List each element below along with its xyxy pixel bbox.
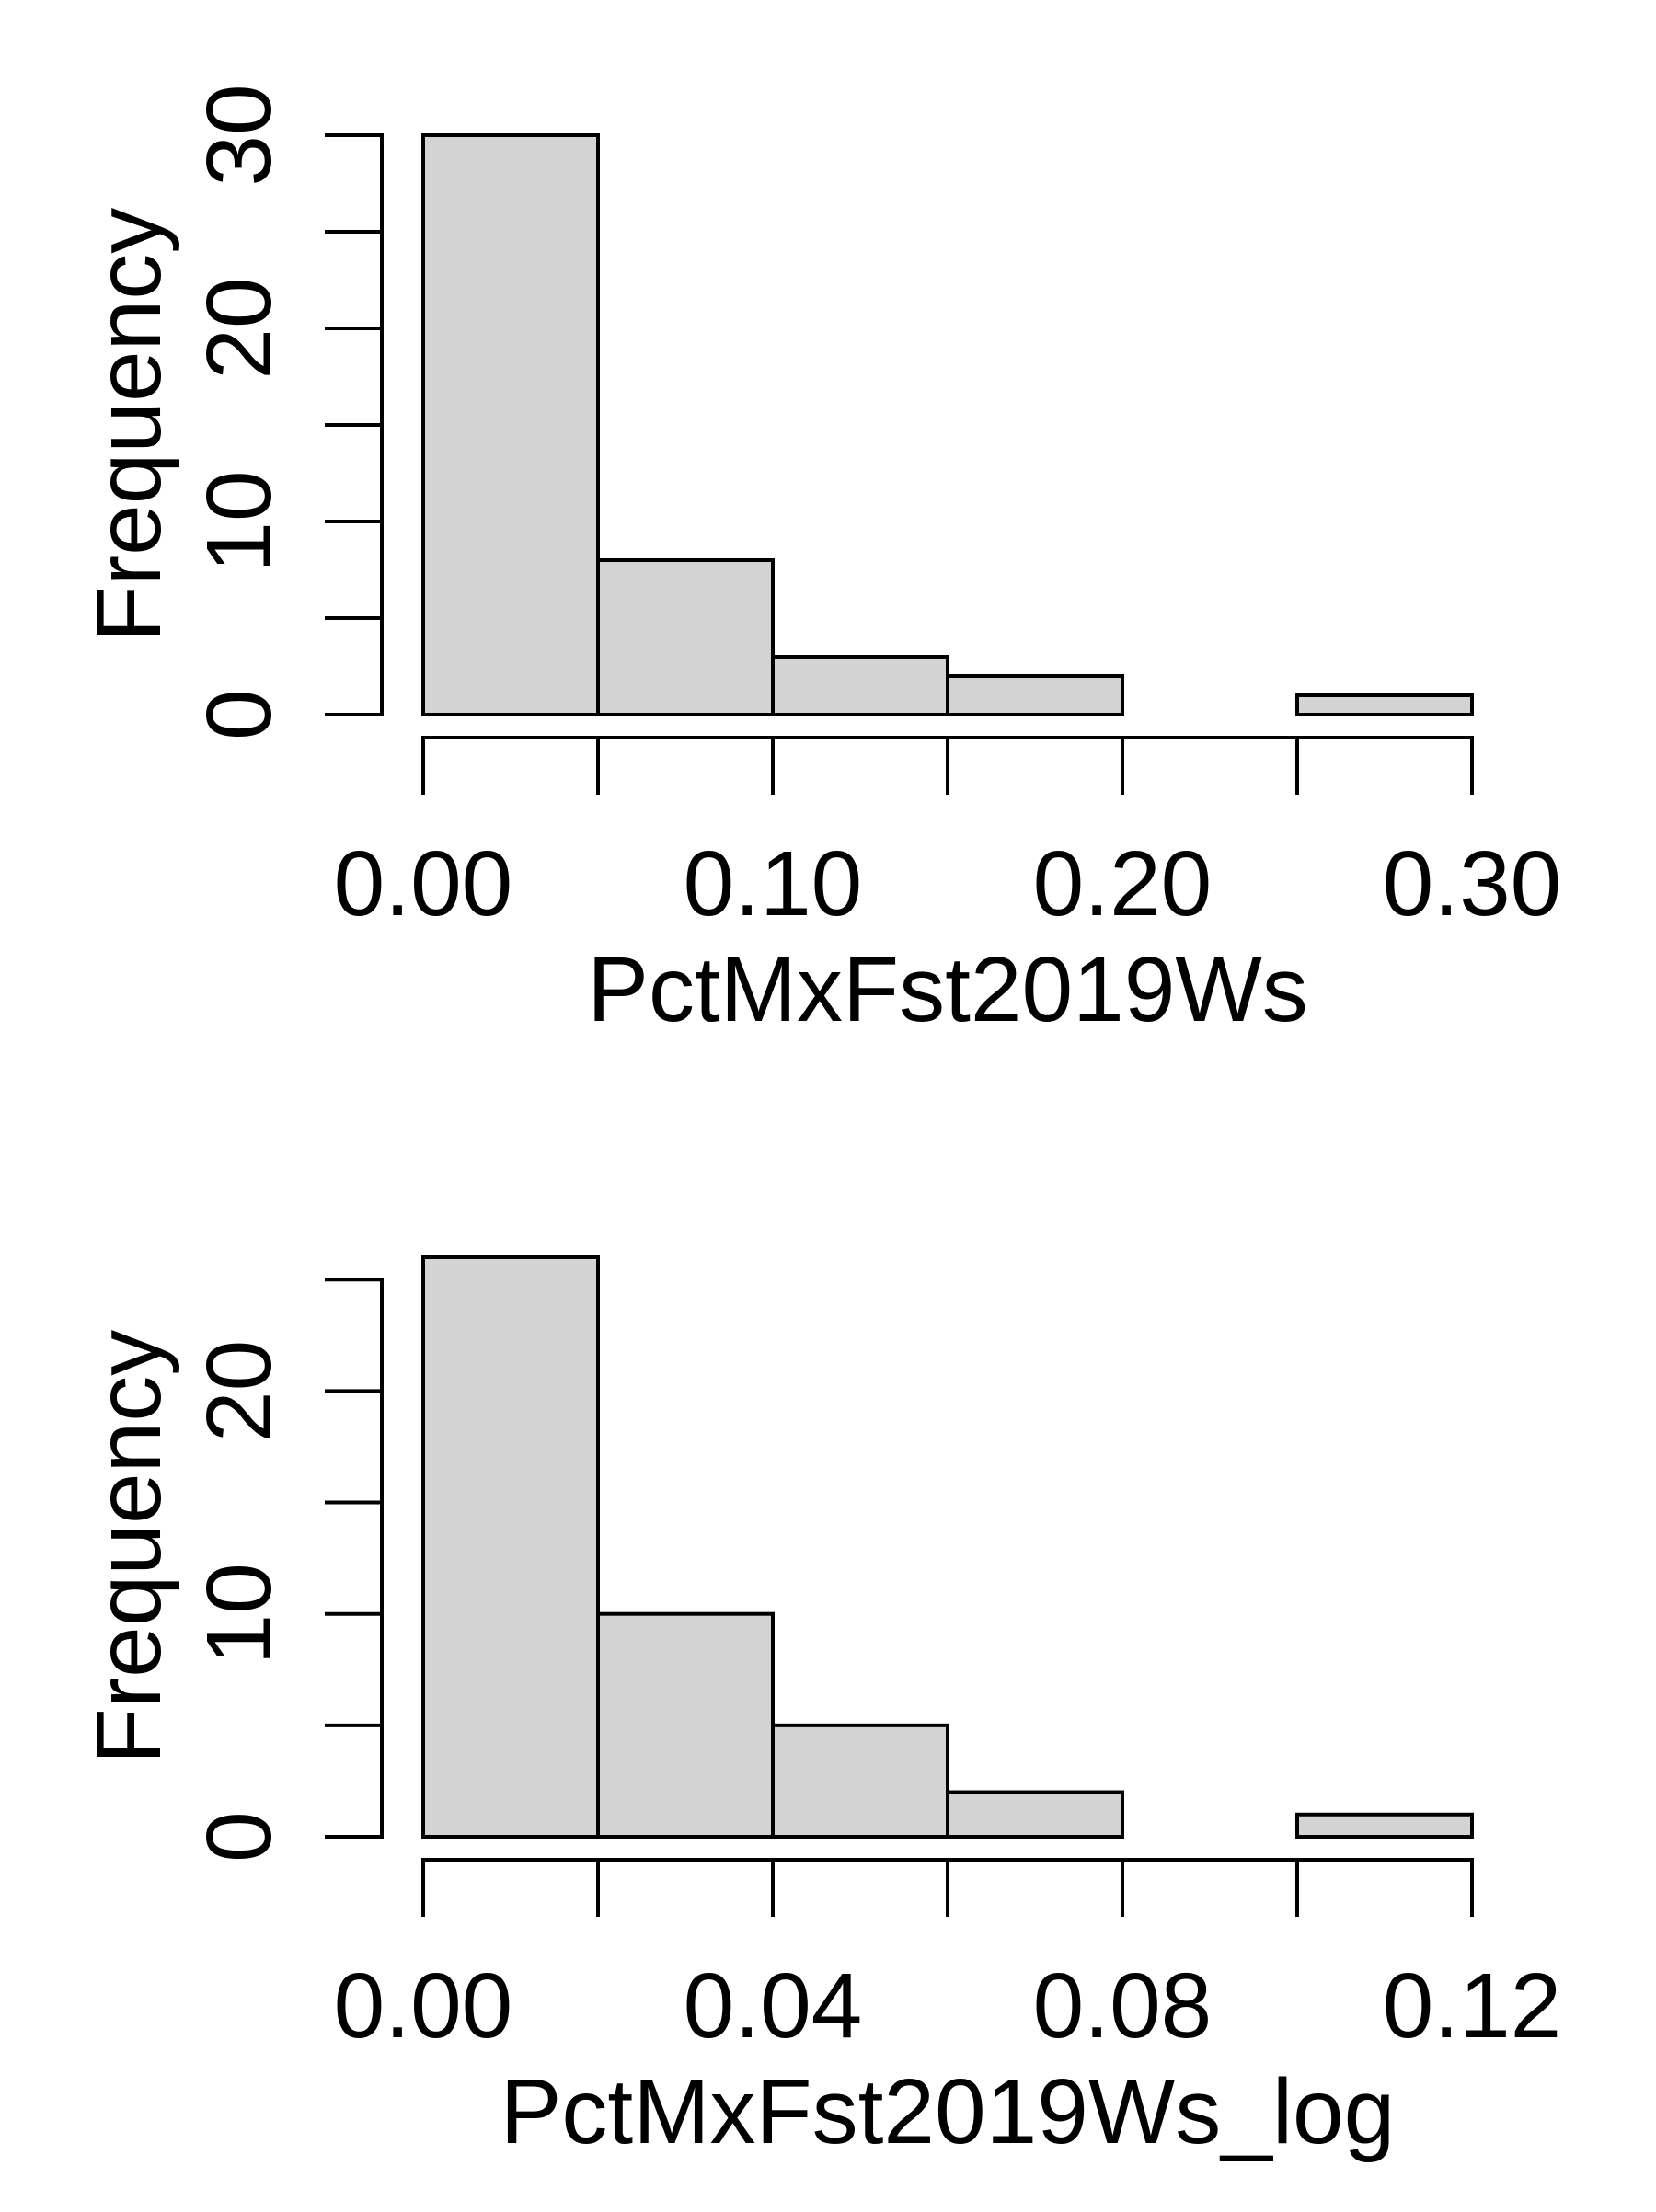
histogram-panel-top: 0.00 0.10 0.20 0.30 0 10 20 30 PctMxFst2019Ws Fre…	[77, 84, 1561, 1041]
histogram-bar	[596, 1611, 775, 1839]
histogram-bar	[1295, 693, 1474, 716]
histogram-bar	[771, 1723, 949, 1840]
x-tick-label: 0.20	[1033, 832, 1213, 935]
histogram-bar	[771, 655, 949, 716]
histogram-bar	[946, 1790, 1124, 1839]
y-tick-label: 20	[188, 1340, 291, 1442]
x-tick-label: 0.12	[1383, 1954, 1562, 2057]
histogram-bar	[946, 674, 1124, 716]
x-axis-title: PctMxFst2019Ws_log	[500, 2060, 1396, 2163]
y-axis-title: Frequency	[77, 1330, 180, 1764]
x-tick-label: 0.30	[1383, 832, 1562, 935]
histogram-bar	[421, 1255, 600, 1839]
y-tick-label: 10	[188, 470, 291, 572]
x-tick-label: 0.00	[334, 832, 513, 935]
x-tick-label: 0.00	[334, 1954, 513, 2057]
x-axis-title: PctMxFst2019Ws	[587, 938, 1308, 1041]
histogram-panel-bottom: 0.00 0.04 0.08 0.12 0 10 20 PctMxFst2019Ws_log F…	[77, 1255, 1562, 2163]
y-tick-label: 20	[188, 277, 291, 379]
y-tick-label: 0	[188, 689, 291, 740]
histogram-bar	[596, 558, 775, 716]
x-tick-label: 0.04	[684, 1954, 863, 2057]
y-tick-label: 30	[188, 84, 291, 186]
y-axis-title: Frequency	[77, 208, 180, 642]
histogram-bar	[1295, 1812, 1474, 1840]
x-tick-label: 0.10	[684, 832, 863, 935]
x-tick-label: 0.08	[1033, 1954, 1213, 2057]
histogram-bar	[421, 133, 600, 716]
y-tick-label: 10	[188, 1563, 291, 1665]
y-tick-label: 0	[188, 1811, 291, 1862]
